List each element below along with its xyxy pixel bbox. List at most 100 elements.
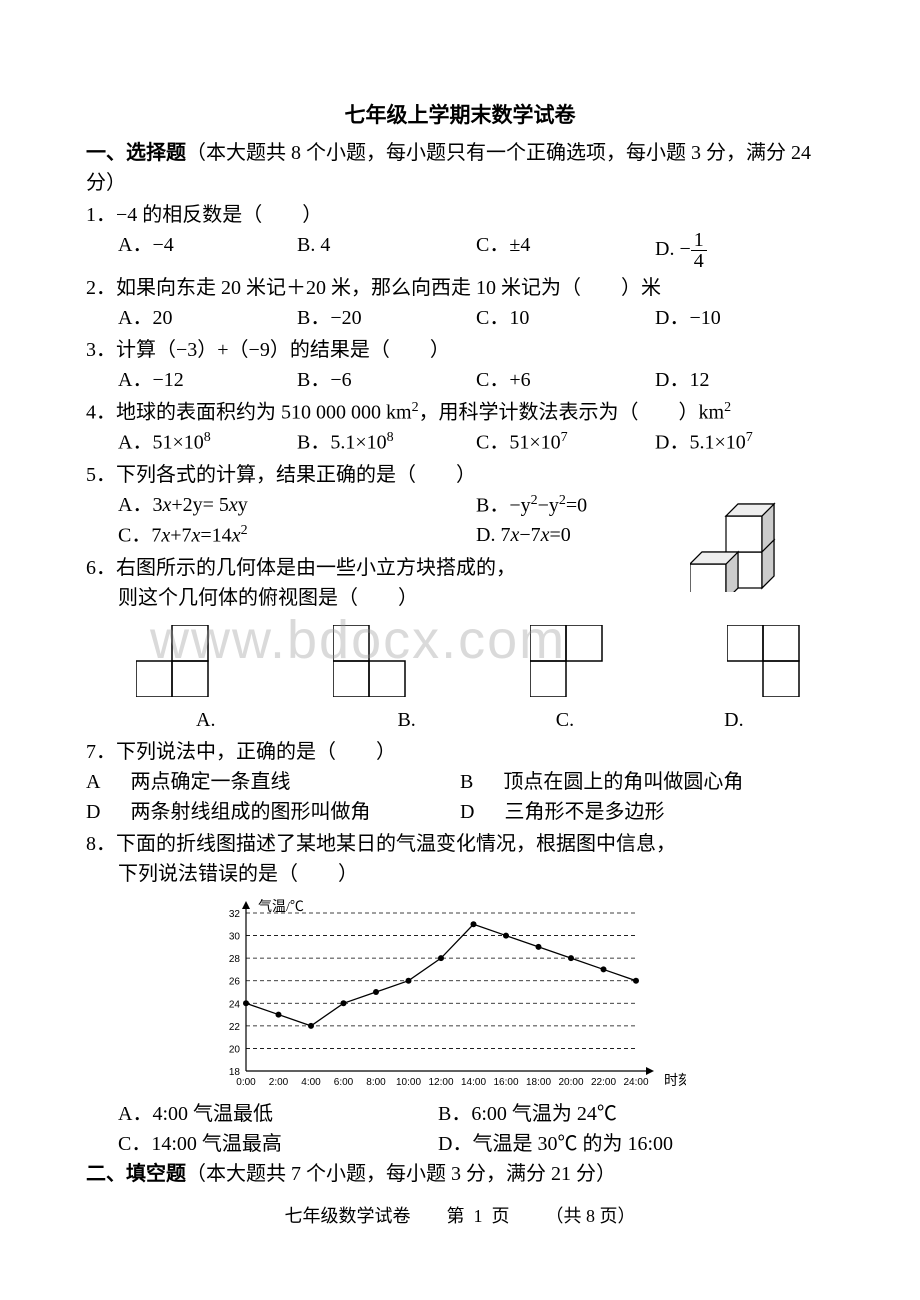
q4-options: A．51×108 B．5.1×108 C．51×107 D．5.1×107 [86,427,834,458]
q8-opt-c: C．14:00 气温最高 [118,1129,438,1159]
label: D [460,797,474,827]
text: 两点确定一条直线 [130,767,290,797]
cubes-icon [690,482,810,592]
sup-icon: 8 [387,430,394,445]
q8-stem-2: 下列说法错误的是（ ） [86,859,834,889]
q2-opt-d: D．−10 [655,303,834,333]
q6-opt-b: B. [397,705,415,735]
q6-fig-d-icon [727,625,834,697]
svg-text:8:00: 8:00 [366,1077,386,1088]
svg-text:24:00: 24:00 [623,1077,648,1088]
text: =0 [550,524,571,546]
svg-text:30: 30 [229,932,241,943]
sup-icon: 2 [724,400,731,415]
sup-icon: 7 [561,430,568,445]
q6-fig-c-icon [530,625,637,697]
svg-text:气温/℃: 气温/℃ [258,899,304,915]
q4-stem-suffix: ，用科学计数法表示为（ ）km [419,401,725,423]
q6-option-labels: A. B. C. D. [86,705,834,735]
text: y [238,494,248,516]
fraction-icon: 14 [691,230,707,271]
svg-text:0:00: 0:00 [236,1077,256,1088]
text: D. 7 [476,524,510,546]
text: =0 [566,494,587,516]
svg-text:12:00: 12:00 [428,1077,453,1088]
svg-text:28: 28 [229,954,241,965]
section-1-header: 一、选择题（本大题共 8 个小题，每小题只有一个正确选项，每小题 3 分，满分 … [86,138,834,198]
sup-icon: 2 [531,493,538,508]
q7-opt-c: D两条射线组成的图形叫做角 [86,797,460,827]
svg-text:24: 24 [229,999,241,1010]
q2-stem: 2．如果向东走 20 米记＋20 米，那么向西走 10 米记为（ ）米 [86,273,834,303]
sup-icon: 2 [412,400,419,415]
q6-fig-b-icon [333,625,440,697]
q4-b-text: B．5.1×10 [297,432,387,454]
footer-left: 七年级数学试卷 [285,1206,411,1226]
q8-opt-a: A．4:00 气温最低 [118,1099,438,1129]
q4-a-text: A．51×10 [118,432,204,454]
q7-options: A两点确定一条直线 B顶点在圆上的角叫做圆心角 D两条射线组成的图形叫做角 D三… [86,767,834,827]
q3-opt-c: C．+6 [476,365,655,395]
q4-opt-a: A．51×108 [118,427,297,458]
q4-stem-prefix: 4．地球的表面积约为 510 000 000 km [86,401,412,423]
q6-opt-c: C. [556,705,574,735]
footer-mid-suffix: 页 [492,1206,510,1226]
temperature-chart: 气温/℃18202224262830320:002:004:006:008:00… [206,899,686,1099]
text: A．3 [118,494,162,516]
q8-opt-d: D．气温是 30℃ 的为 16:00 [438,1129,673,1159]
text: =14 [200,525,231,547]
q2-opt-c: C．10 [476,303,655,333]
q8-stem-1: 8．下面的折线图描述了某地某日的气温变化情况，根据图中信息， [86,829,834,859]
q1-opt-b: B. 4 [297,230,476,271]
sup-icon: 8 [204,430,211,445]
q4-opt-c: C．51×107 [476,427,655,458]
q7-opt-a: A两点确定一条直线 [86,767,460,797]
text: 顶点在圆上的角叫做圆心角 [503,767,743,797]
footer-page-num: 1 [474,1206,483,1226]
q2-options: A．20 B．−20 C．10 D．−10 [86,303,834,333]
q7-stem: 7．下列说法中，正确的是（ ） [86,737,834,767]
footer-right: （共 8 页） [546,1206,636,1226]
svg-text:2:00: 2:00 [269,1077,289,1088]
text: +7 [170,525,191,547]
q1-options: A．−4 B. 4 C．±4 D. −14 [86,230,834,271]
section-1-desc: （本大题共 8 个小题，每小题只有一个正确选项，每小题 3 分，满分 24 分） [86,142,811,194]
q3-options: A．−12 B．−6 C．+6 D．12 [86,365,834,395]
svg-text:22:00: 22:00 [591,1077,616,1088]
text: −y [538,494,559,516]
q4-stem: 4．地球的表面积约为 510 000 000 km2，用科学计数法表示为（ ）k… [86,397,834,428]
q3-opt-a: A．−12 [118,365,297,395]
q4-c-text: C．51×10 [476,432,561,454]
svg-text:6:00: 6:00 [334,1077,354,1088]
q3-stem: 3．计算（−3）+（−9）的结果是（ ） [86,335,834,365]
q2-opt-a: A．20 [118,303,297,333]
q8-options-row2: C．14:00 气温最高 D．气温是 30℃ 的为 16:00 [86,1129,834,1159]
q3-opt-d: D．12 [655,365,834,395]
sup-icon: 7 [746,430,753,445]
svg-text:4:00: 4:00 [301,1077,321,1088]
section-1-label: 一、选择题 [86,142,186,164]
text: C．7 [118,525,161,547]
section-2-header: 二、填空题（本大题共 7 个小题，每小题 3 分，满分 21 分） [86,1159,834,1189]
svg-text:14:00: 14:00 [461,1077,486,1088]
text: B．−y [476,494,531,516]
text: −7 [519,524,540,546]
svg-text:时刻: 时刻 [664,1073,686,1089]
q6-fig-a-icon [136,625,243,697]
svg-text:22: 22 [229,1022,241,1033]
page-title: 七年级上学期末数学试卷 [86,100,834,132]
q6-figures [86,625,834,697]
svg-text:18:00: 18:00 [526,1077,551,1088]
q1-d-prefix: D. − [655,238,691,260]
svg-text:32: 32 [229,909,241,920]
sup-icon: 2 [241,523,248,538]
svg-text:16:00: 16:00 [493,1077,518,1088]
svg-text:20: 20 [229,1045,241,1056]
section-2-desc: （本大题共 7 个小题，每小题 3 分，满分 21 分） [186,1163,616,1185]
q4-d-text: D．5.1×10 [655,432,746,454]
q5-opt-c: C．7x+7x=14x2 [118,520,476,551]
svg-text:20:00: 20:00 [558,1077,583,1088]
q3-opt-b: B．−6 [297,365,476,395]
sup-icon: 2 [559,493,566,508]
q5-opt-a: A．3x+2y= 5xy [118,490,476,521]
